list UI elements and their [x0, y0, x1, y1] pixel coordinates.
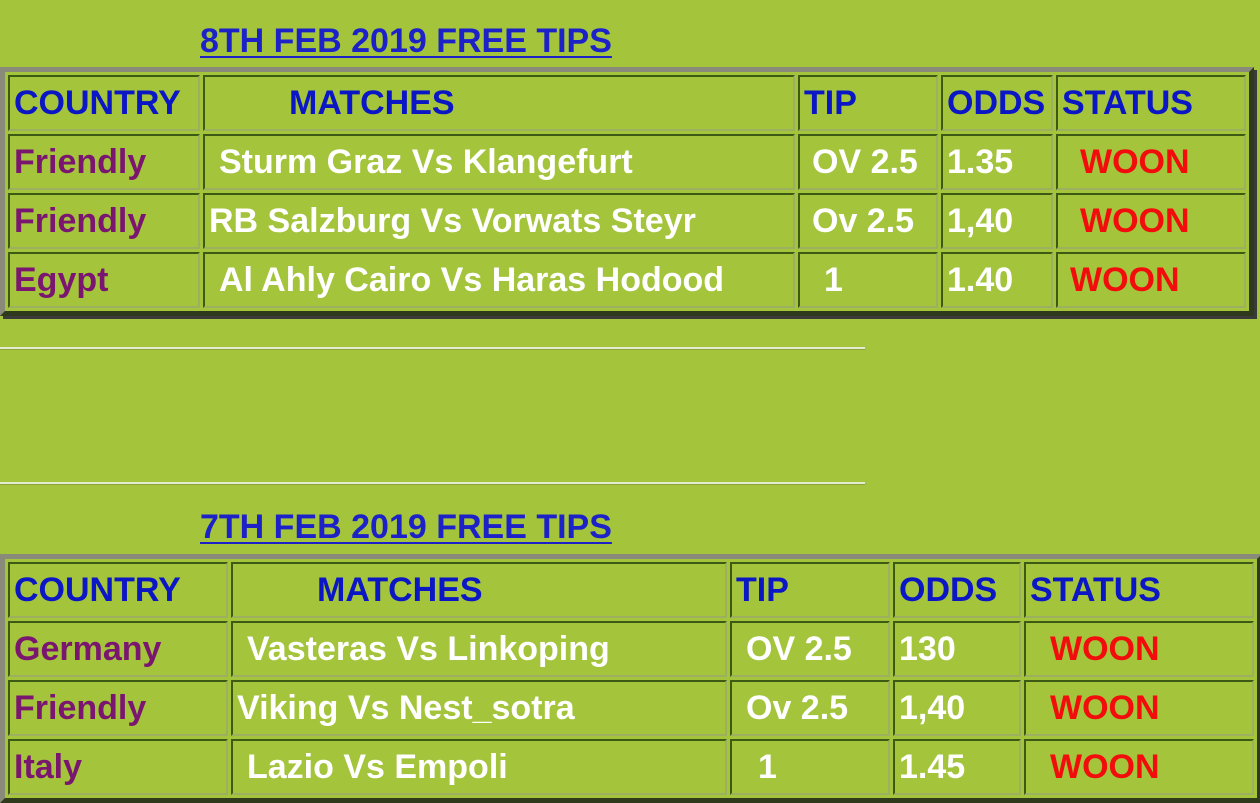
tip-cell: OV 2.5 — [798, 134, 938, 190]
header-status: STATUS — [1024, 562, 1254, 618]
header-matches: MATCHES — [203, 75, 795, 131]
tips-table-feb-8: COUNTRY MATCHES TIP ODDS STATUS Friendly… — [0, 67, 1254, 316]
status-cell: WOON — [1056, 193, 1246, 249]
table-header-row: COUNTRY MATCHES TIP ODDS STATUS — [8, 562, 1254, 618]
tips-table-feb-7: COUNTRY MATCHES TIP ODDS STATUS Germany … — [0, 554, 1260, 803]
tip-cell: 1 — [798, 252, 938, 308]
odds-cell: 1.35 — [941, 134, 1053, 190]
header-tip: TIP — [730, 562, 890, 618]
horizontal-divider — [0, 347, 865, 350]
country-cell: Germany — [8, 621, 228, 677]
odds-cell: 1.40 — [941, 252, 1053, 308]
horizontal-divider — [0, 482, 865, 485]
table-row: Friendly RB Salzburg Vs Vorwats Steyr Ov… — [8, 193, 1246, 249]
table-row: Friendly Viking Vs Nest_sotra Ov 2.5 1,4… — [8, 680, 1254, 736]
country-cell: Italy — [8, 739, 228, 795]
table-row: Egypt Al Ahly Cairo Vs Haras Hodood 1 1.… — [8, 252, 1246, 308]
match-cell: RB Salzburg Vs Vorwats Steyr — [203, 193, 795, 249]
status-cell: WOON — [1024, 739, 1254, 795]
header-tip: TIP — [798, 75, 938, 131]
country-cell: Egypt — [8, 252, 200, 308]
match-cell: Vasteras Vs Linkoping — [231, 621, 727, 677]
match-cell: Lazio Vs Empoli — [231, 739, 727, 795]
odds-cell: 1.45 — [893, 739, 1021, 795]
header-odds: ODDS — [941, 75, 1053, 131]
odds-cell: 1,40 — [941, 193, 1053, 249]
status-cell: WOON — [1024, 621, 1254, 677]
match-cell: Sturm Graz Vs Klangefurt — [203, 134, 795, 190]
table-header-row: COUNTRY MATCHES TIP ODDS STATUS — [8, 75, 1246, 131]
header-matches: MATCHES — [231, 562, 727, 618]
tip-cell: OV 2.5 — [730, 621, 890, 677]
section-title-feb-7[interactable]: 7TH FEB 2019 FREE TIPS — [200, 508, 612, 546]
odds-cell: 130 — [893, 621, 1021, 677]
tip-cell: Ov 2.5 — [730, 680, 890, 736]
header-odds: ODDS — [893, 562, 1021, 618]
match-cell: Al Ahly Cairo Vs Haras Hodood — [203, 252, 795, 308]
country-cell: Friendly — [8, 134, 200, 190]
country-cell: Friendly — [8, 193, 200, 249]
header-status: STATUS — [1056, 75, 1246, 131]
status-cell: WOON — [1024, 680, 1254, 736]
status-cell: WOON — [1056, 134, 1246, 190]
tip-cell: 1 — [730, 739, 890, 795]
header-country: COUNTRY — [8, 75, 200, 131]
table-row: Germany Vasteras Vs Linkoping OV 2.5 130… — [8, 621, 1254, 677]
odds-cell: 1,40 — [893, 680, 1021, 736]
header-country: COUNTRY — [8, 562, 228, 618]
country-cell: Friendly — [8, 680, 228, 736]
status-cell: WOON — [1056, 252, 1246, 308]
table-row: Italy Lazio Vs Empoli 1 1.45 WOON — [8, 739, 1254, 795]
section-title-feb-8[interactable]: 8TH FEB 2019 FREE TIPS — [200, 22, 612, 60]
match-cell: Viking Vs Nest_sotra — [231, 680, 727, 736]
tip-cell: Ov 2.5 — [798, 193, 938, 249]
table-row: Friendly Sturm Graz Vs Klangefurt OV 2.5… — [8, 134, 1246, 190]
